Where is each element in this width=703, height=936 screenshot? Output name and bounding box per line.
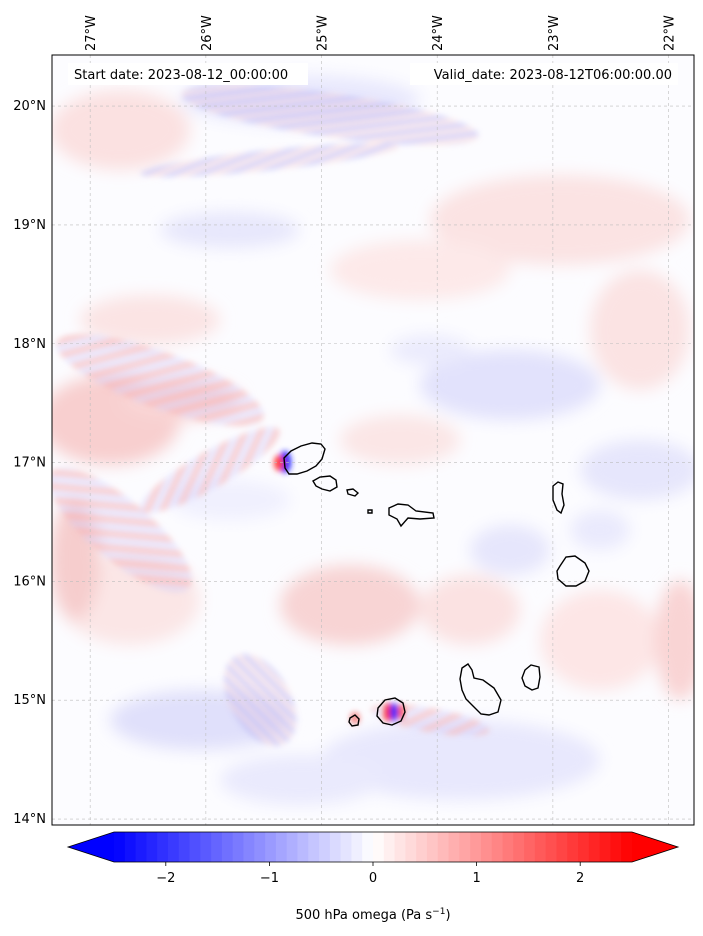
- colorbar-cell: [124, 832, 137, 862]
- colorbar-cell: [297, 832, 309, 862]
- colorbar-cell: [135, 832, 147, 862]
- island-sao-nicolau: [388, 503, 435, 528]
- colorbar: −2 −1 0 1 2 500 hPa omega (Pa s−1): [66, 831, 680, 923]
- colorbar-cell: [178, 832, 191, 862]
- colorbar-cell: [275, 832, 288, 862]
- colorbar-cell: [232, 832, 245, 862]
- colorbar-cell: [157, 832, 169, 862]
- island-santiago: [459, 663, 502, 716]
- colorbar-cell: [556, 832, 568, 862]
- colorbar-cell: [491, 832, 504, 862]
- start-date-label: Start date: 2023-08-12_00:00:00: [74, 68, 288, 83]
- colorbar-cell: [480, 832, 493, 862]
- colorbar-cells: [114, 832, 633, 862]
- colorbar-cell: [621, 832, 633, 862]
- colorbar-cell: [319, 832, 331, 862]
- lat-tick-label: 18°N: [13, 337, 46, 352]
- map-panel: Start date: 2023-08-12_00:00:00 Valid_da…: [13, 15, 695, 827]
- island-sao-vicente: [312, 475, 338, 492]
- colorbar-cell: [437, 832, 450, 862]
- coastlines: [283, 442, 590, 727]
- colorbar-cell: [254, 832, 266, 862]
- colorbar-cell: [545, 832, 558, 862]
- island-santa-luzia: [346, 488, 360, 497]
- colorbar-cell: [383, 832, 396, 862]
- colorbar-cell: [524, 832, 536, 862]
- colorbar-cell: [502, 832, 514, 862]
- island-fogo: [376, 697, 406, 726]
- colorbar-cell: [340, 832, 353, 862]
- colorbar-tick-label: −1: [260, 871, 279, 886]
- colorbar-cell: [534, 832, 547, 862]
- colorbar-cell: [146, 832, 158, 862]
- omega-field: [52, 75, 694, 805]
- colorbar-cell: [362, 832, 374, 862]
- island-santo-antao: [283, 442, 326, 475]
- lat-tick-label: 19°N: [13, 218, 46, 233]
- colorbar-cell: [513, 832, 525, 862]
- colorbar-label: 500 hPa omega (Pa s−1): [295, 907, 450, 923]
- colorbar-cell: [578, 832, 590, 862]
- valid-date-label: Valid_date: 2023-08-12T06:00:00.00: [434, 68, 672, 83]
- colorbar-cell: [426, 832, 439, 862]
- colorbar-tick-label: −2: [156, 871, 175, 886]
- island-brava: [348, 714, 360, 727]
- colorbar-cell: [114, 832, 126, 862]
- colorbar-cell: [351, 832, 363, 862]
- island-sal: [552, 481, 565, 515]
- colorbar-cell: [588, 832, 601, 862]
- latitude-labels: 20°N 19°N 18°N 17°N 16°N 15°N 14°N: [13, 99, 46, 827]
- island-boa-vista: [556, 555, 590, 587]
- colorbar-tick-label: 2: [576, 871, 584, 886]
- colorbar-cell: [286, 832, 299, 862]
- colorbar-cell: [448, 832, 460, 862]
- colorbar-cell: [405, 832, 417, 862]
- colorbar-cell: [599, 832, 612, 862]
- lon-tick-label: 23°W: [547, 15, 562, 51]
- colorbar-cell: [459, 832, 471, 862]
- graticule: [52, 55, 694, 825]
- lon-tick-label: 25°W: [316, 15, 331, 51]
- lat-tick-label: 17°N: [13, 456, 46, 471]
- lat-tick-label: 20°N: [13, 99, 46, 114]
- lon-tick-label: 26°W: [200, 15, 215, 51]
- island-maio: [521, 664, 541, 691]
- colorbar-ticks: −2 −1 0 1 2: [156, 862, 584, 886]
- colorbar-cell: [567, 832, 579, 862]
- colorbar-tick-label: 0: [369, 871, 377, 886]
- lon-tick-label: 24°W: [431, 15, 446, 51]
- island-branco: [367, 509, 373, 514]
- colorbar-min-extend: [68, 832, 114, 862]
- colorbar-cell: [211, 832, 223, 862]
- colorbar-max-extend: [632, 832, 678, 862]
- longitude-labels: 27°W 26°W 25°W 24°W 23°W 22°W: [84, 15, 677, 51]
- colorbar-cell: [470, 832, 482, 862]
- colorbar-tick-label: 1: [472, 871, 480, 886]
- colorbar-cell: [610, 832, 622, 862]
- map-frame: [51, 54, 695, 826]
- start-label-box: [68, 63, 308, 85]
- lon-tick-label: 27°W: [84, 15, 99, 51]
- colorbar-cell: [221, 832, 234, 862]
- lat-tick-label: 14°N: [13, 812, 46, 827]
- colorbar-cell: [189, 832, 201, 862]
- colorbar-cell: [243, 832, 255, 862]
- colorbar-cell: [394, 832, 406, 862]
- lat-tick-label: 16°N: [13, 574, 46, 589]
- lon-tick-label: 22°W: [663, 15, 678, 51]
- colorbar-cell: [167, 832, 180, 862]
- colorbar-cell: [308, 832, 320, 862]
- colorbar-cell: [265, 832, 277, 862]
- colorbar-cell: [373, 832, 385, 862]
- valid-label-box: [410, 63, 678, 85]
- colorbar-cell: [416, 832, 428, 862]
- lat-tick-label: 15°N: [13, 693, 46, 708]
- colorbar-cell: [200, 832, 212, 862]
- colorbar-cell: [329, 832, 342, 862]
- colorbar-outline: [66, 831, 680, 863]
